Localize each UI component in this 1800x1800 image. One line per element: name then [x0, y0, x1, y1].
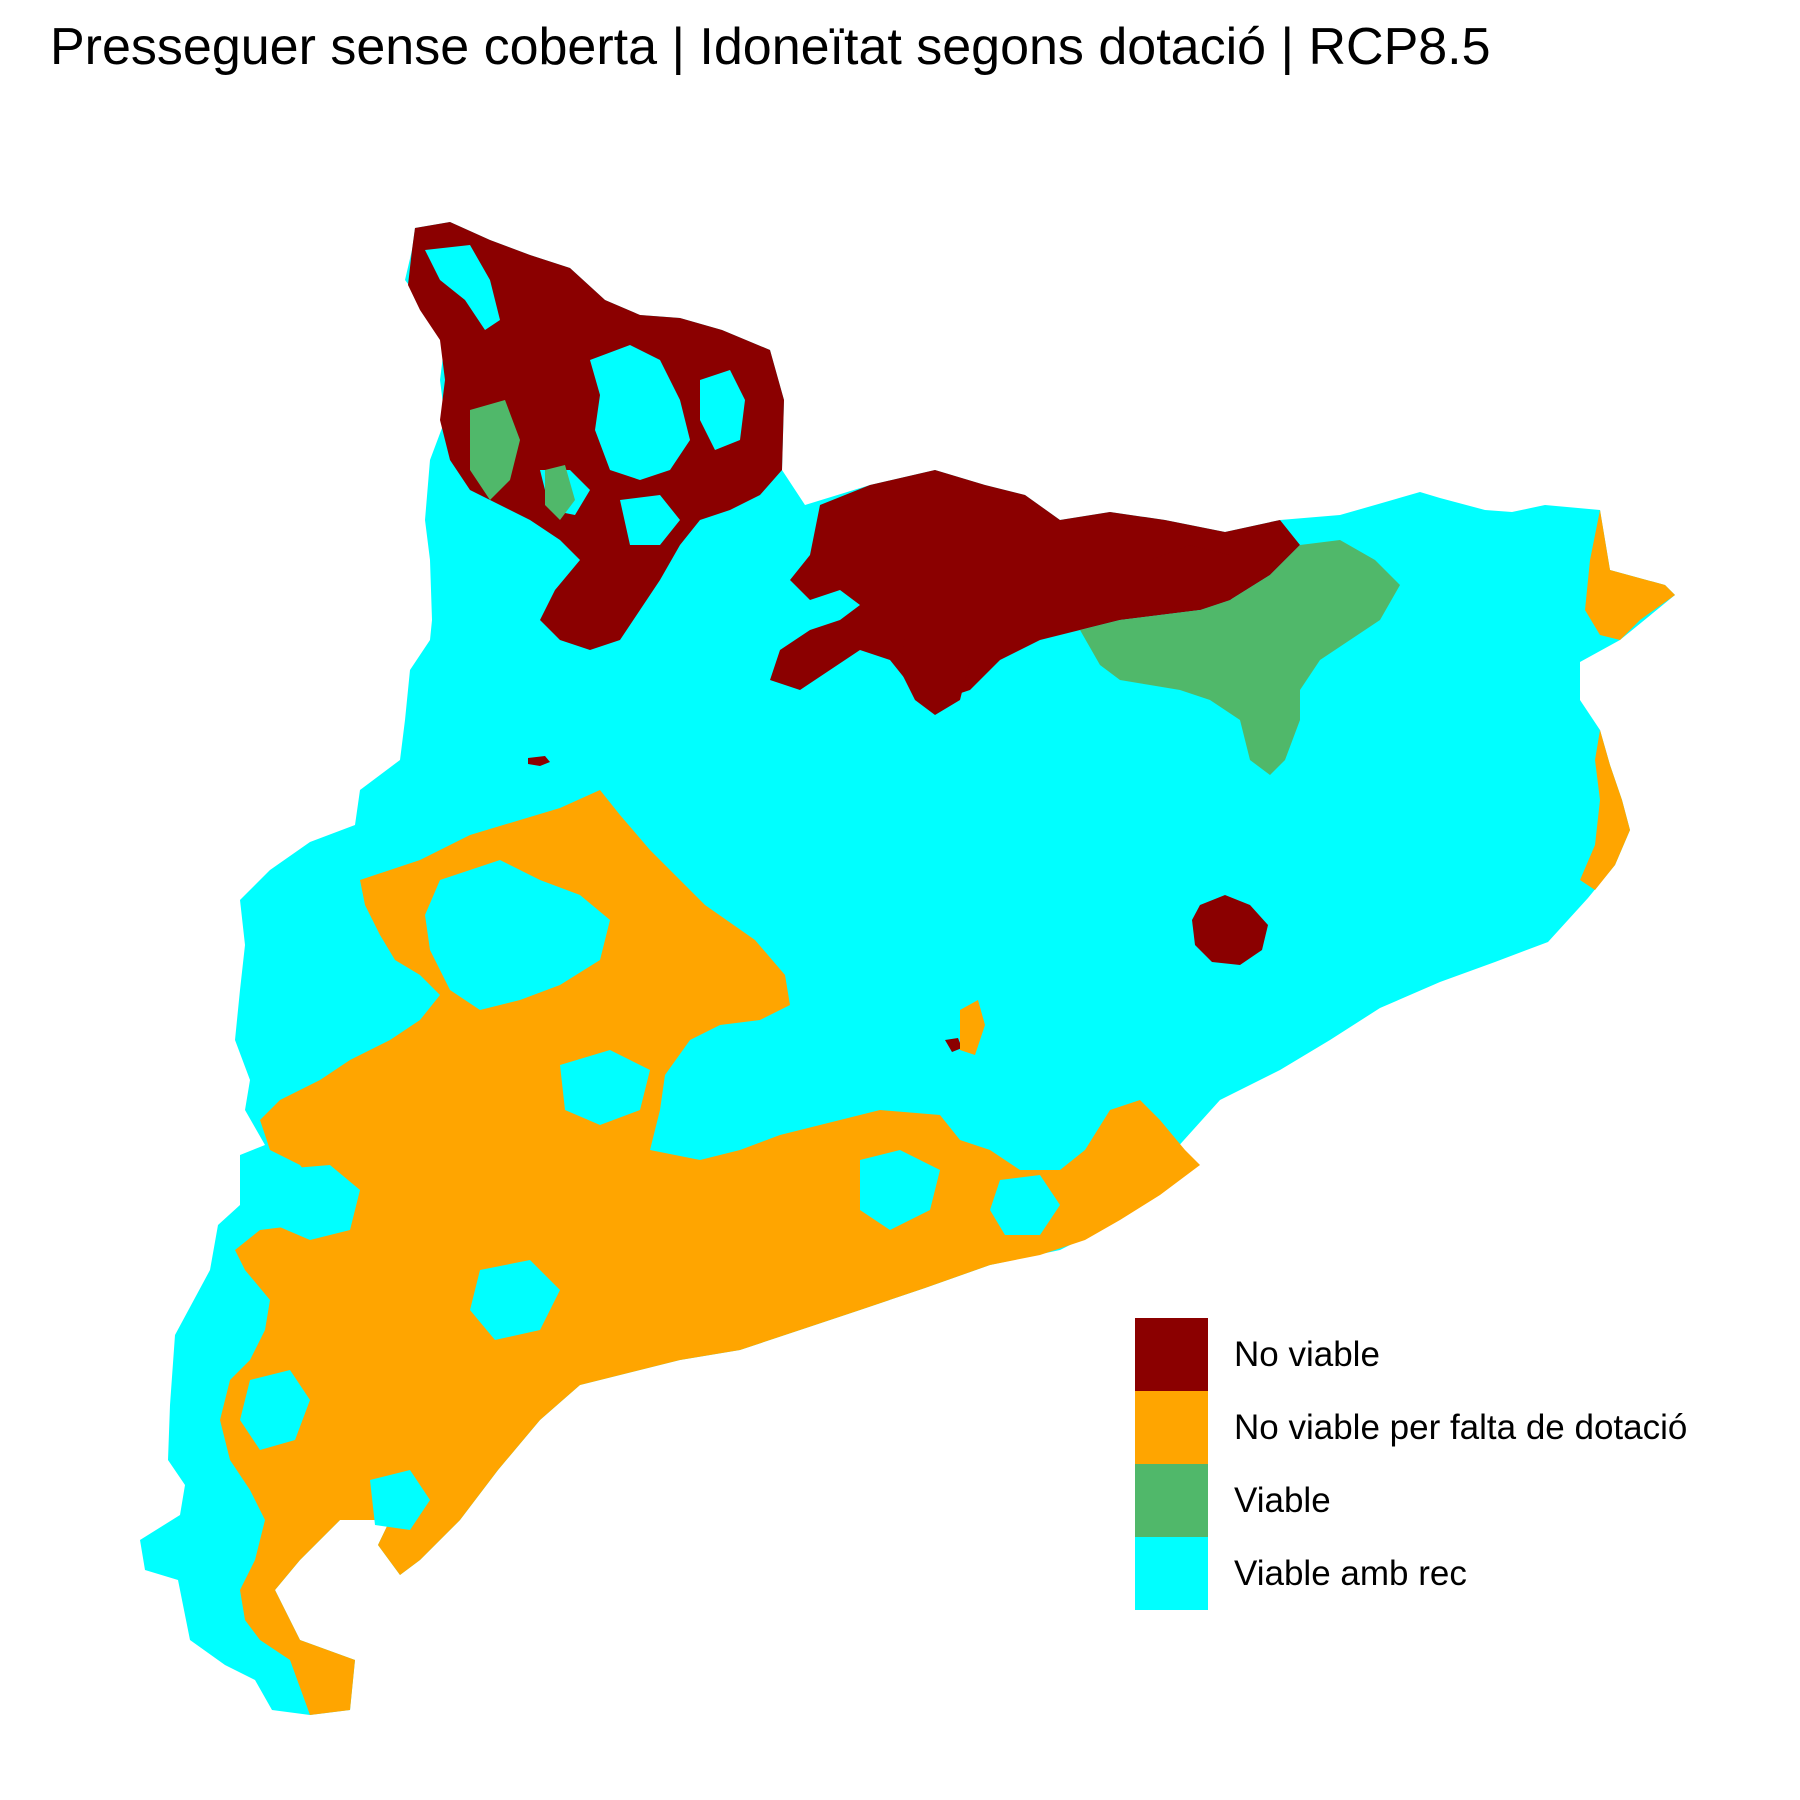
region-no-viable-north: [408, 222, 784, 650]
legend-swatch-viable-amb-rec: [1135, 1537, 1208, 1610]
region-viable-amb-rec-valley: [425, 245, 745, 545]
legend-label-viable: Viable: [1234, 1480, 1331, 1520]
legend-label-viable-amb-rec: Viable amb rec: [1234, 1553, 1467, 1593]
legend-item-viable-amb-rec: Viable amb rec: [1135, 1537, 1687, 1610]
legend-swatch-viable: [1135, 1464, 1208, 1537]
map-title: Presseguer sense coberta | Idoneïtat seg…: [50, 18, 1491, 76]
legend-item-no-viable-dotacio: No viable per falta de dotació: [1135, 1391, 1687, 1464]
legend-label-no-viable: No viable: [1234, 1334, 1380, 1374]
legend-item-viable: Viable: [1135, 1464, 1687, 1537]
region-viable-amb-rec-inner: [240, 860, 1060, 1530]
legend-item-no-viable: No viable: [1135, 1318, 1687, 1391]
region-viable-north: [470, 400, 575, 520]
legend-swatch-no-viable-dotacio: [1135, 1391, 1208, 1464]
region-viable-east: [1080, 540, 1400, 775]
region-no-viable-dotacio-small: [960, 1000, 985, 1055]
legend: No viable No viable per falta de dotació…: [1135, 1318, 1687, 1610]
region-no-viable-east: [1150, 545, 1255, 610]
legend-label-no-viable-dotacio: No viable per falta de dotació: [1234, 1407, 1688, 1447]
region-no-viable-dotacio-ne: [1580, 510, 1675, 890]
region-no-viable-dotacio: [220, 790, 1200, 1715]
region-no-viable-belt: [770, 470, 1300, 700]
legend-swatch-no-viable: [1135, 1318, 1208, 1391]
region-no-viable-montseny: [1192, 895, 1268, 965]
region-no-viable-belt-2: [900, 630, 970, 715]
